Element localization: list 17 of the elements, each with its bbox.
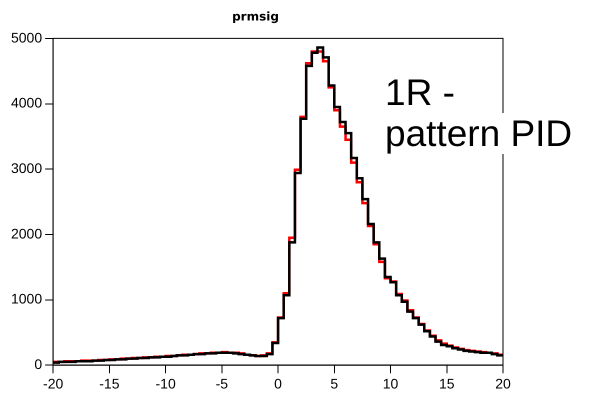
y-tick-label: 1000 (10, 290, 42, 307)
x-tick-label: 0 (274, 375, 282, 392)
y-tick-label: 4000 (10, 94, 42, 111)
x-tick-label: 5 (330, 375, 338, 392)
x-tick-label: 20 (495, 375, 511, 392)
annotation: 1R - pattern PID (385, 72, 572, 154)
x-tick-label: -10 (155, 375, 176, 392)
x-tick-label: 10 (382, 375, 399, 392)
x-tick-label: -15 (99, 375, 120, 392)
y-tick-label: 2000 (10, 225, 42, 242)
chart-title: prmsig (232, 9, 279, 24)
x-tick-label: -20 (43, 375, 64, 392)
x-tick-label: -5 (216, 375, 228, 392)
y-tick-label: 5000 (10, 29, 42, 46)
x-tick-label: 15 (438, 375, 455, 392)
y-tick-label: 3000 (10, 160, 42, 176)
y-tick-label: 0 (34, 356, 42, 372)
